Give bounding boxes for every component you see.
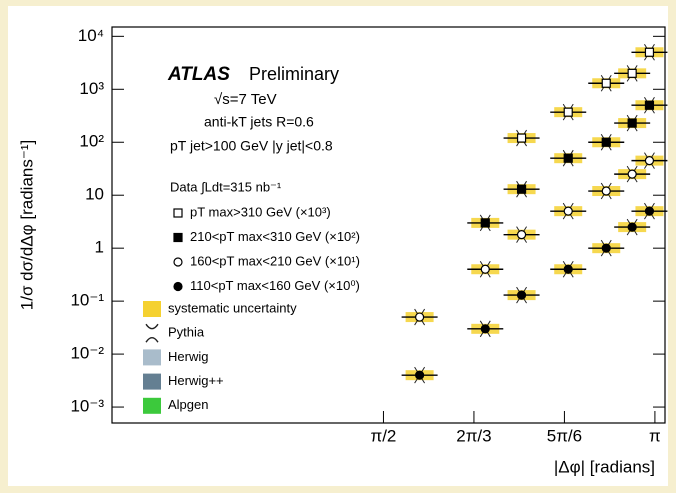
data-point — [480, 264, 490, 274]
legend-marker — [173, 281, 183, 292]
data-point — [644, 156, 655, 166]
data-point — [516, 184, 527, 194]
legend-label: Herwig — [168, 349, 208, 364]
y-tick-label: 10³ — [79, 79, 104, 98]
data-point — [627, 169, 637, 179]
legend-marker — [145, 323, 159, 343]
data-point — [627, 118, 637, 128]
panel — [8, 6, 668, 486]
legend-label: 160<pT max<210 GeV (×10¹) — [190, 253, 360, 268]
legend-label: Alpgen — [168, 397, 208, 412]
y-tick-label: 10² — [79, 132, 104, 151]
data-point — [415, 370, 425, 380]
y-tick-label: 10⁻² — [70, 344, 104, 363]
data-point — [563, 206, 573, 216]
data-point — [563, 107, 573, 117]
legend-label: pT max>310 GeV (×10³) — [190, 204, 331, 219]
x-tick-label: π — [649, 426, 661, 445]
y-tick-label: 10⁴ — [78, 26, 104, 45]
data-point — [601, 186, 611, 196]
data-point — [563, 153, 573, 163]
annotation: Data ∫Ldt=315 nb⁻¹ — [170, 179, 282, 194]
annotation: pT jet>100 GeV |y jet|<0.8 — [170, 138, 333, 154]
data-point — [516, 133, 527, 143]
data-point — [601, 137, 611, 147]
legend-label: systematic uncertainty — [168, 300, 297, 315]
legend-label: 210<pT max<310 GeV (×10²) — [190, 229, 360, 244]
data-point — [415, 312, 425, 322]
data-point — [627, 68, 637, 78]
x-tick-label: 2π/3 — [456, 426, 491, 445]
legend-swatch — [143, 349, 161, 366]
legend-label: Pythia — [168, 325, 205, 340]
data-point — [563, 264, 573, 274]
y-tick-label: 10⁻¹ — [70, 291, 104, 310]
data-point — [516, 230, 527, 240]
y-tick-label: 10 — [85, 185, 104, 204]
annotation: anti-kT jets R=0.6 — [204, 114, 314, 130]
legend-swatch — [143, 301, 161, 317]
data-point — [644, 100, 655, 110]
data-point — [516, 290, 527, 300]
data-point — [644, 47, 655, 57]
data-point — [601, 78, 611, 88]
chart-title: ATLAS — [167, 64, 230, 85]
y-axis-title: 1/σ dσ/dΔφ [radians⁻¹] — [17, 140, 36, 310]
legend-label: Herwig++ — [168, 373, 224, 388]
data-point — [627, 222, 637, 232]
plot-frame — [111, 26, 666, 424]
data-point — [480, 218, 490, 228]
legend-marker — [173, 232, 183, 243]
x-tick-label: 5π/6 — [547, 426, 582, 445]
y-tick-label: 1 — [95, 238, 104, 257]
legend-label: 110<pT max<160 GeV (×10⁰) — [190, 278, 360, 293]
data-point — [644, 206, 655, 216]
x-tick-label: π/2 — [370, 426, 396, 445]
legend-marker — [173, 208, 183, 218]
annotation: √s=7 TeV — [214, 91, 277, 108]
y-tick-label: 10⁻³ — [70, 397, 104, 416]
chart-subtitle: Preliminary — [249, 64, 339, 84]
legend-marker — [173, 257, 183, 267]
data-point — [480, 324, 490, 334]
x-axis-title: |Δφ| [radians] — [554, 457, 655, 476]
data-point — [601, 243, 611, 253]
legend-swatch — [143, 397, 161, 414]
legend-swatch — [143, 373, 161, 390]
